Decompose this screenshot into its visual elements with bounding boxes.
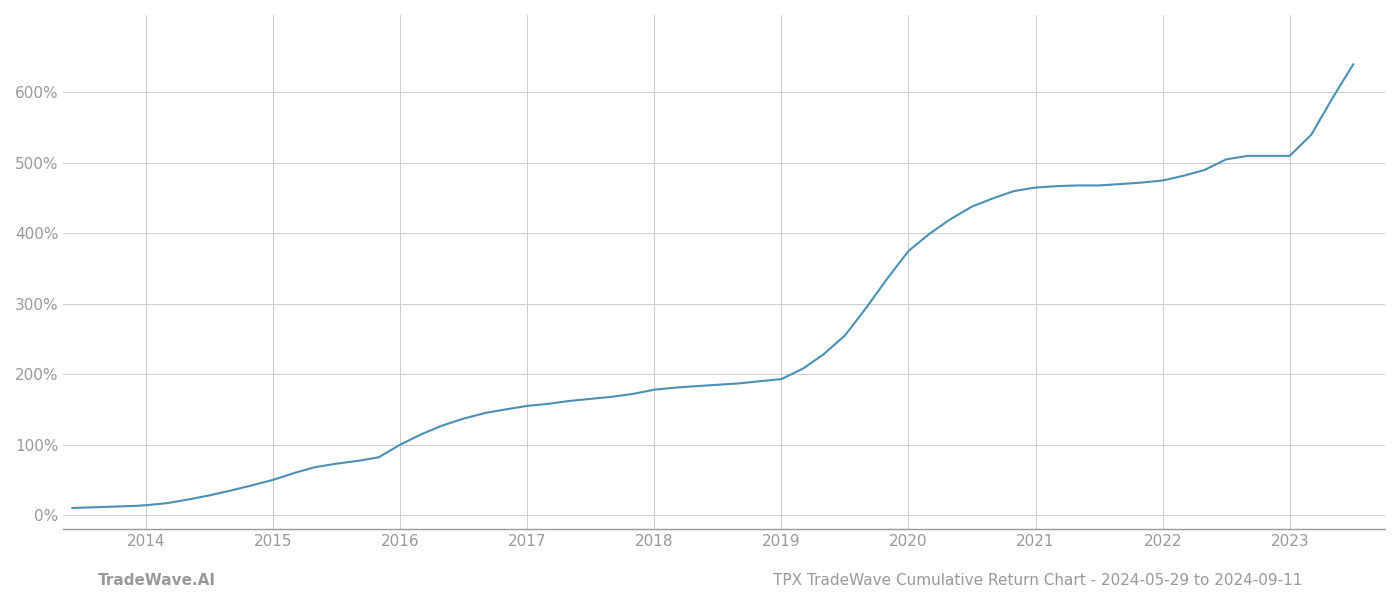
Text: TPX TradeWave Cumulative Return Chart - 2024-05-29 to 2024-09-11: TPX TradeWave Cumulative Return Chart - … <box>773 573 1302 588</box>
Text: TradeWave.AI: TradeWave.AI <box>98 573 216 588</box>
